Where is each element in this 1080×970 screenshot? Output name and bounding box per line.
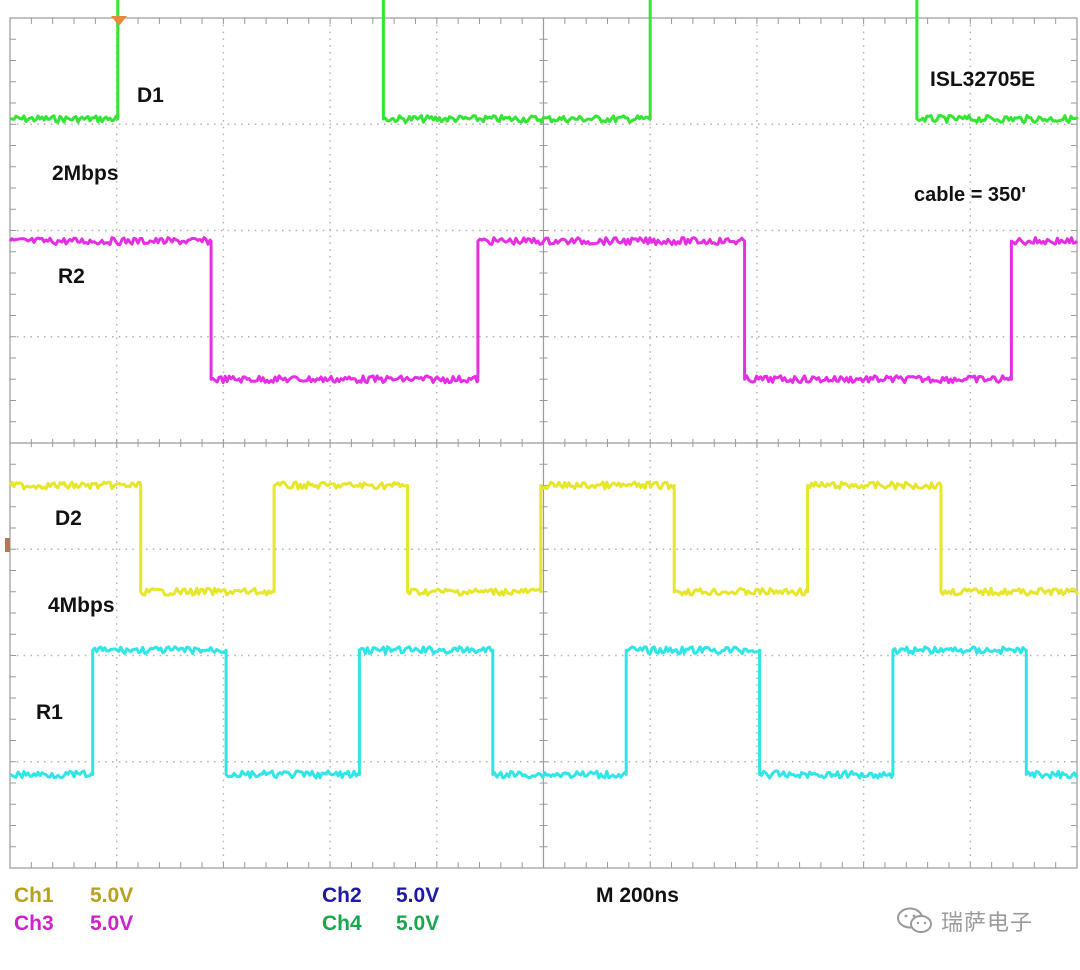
waveform-traces bbox=[8, 0, 1079, 780]
ch3-name: Ch3 bbox=[14, 912, 54, 935]
label-d2: D2 bbox=[55, 507, 82, 530]
ch4-name: Ch4 bbox=[322, 912, 362, 935]
channel-settings-footer: Ch1 5.0V Ch3 5.0V Ch2 5.0V Ch4 5.0V M 20… bbox=[0, 878, 1080, 970]
label-part-number: ISL32705E bbox=[930, 68, 1035, 91]
graticule-grid bbox=[9, 17, 1078, 869]
trace-r2 bbox=[8, 236, 1079, 385]
watermark: 瑞萨电子 bbox=[895, 905, 1033, 937]
label-rate-2mbps: 2Mbps bbox=[52, 162, 119, 185]
label-cable-length: cable = 350' bbox=[914, 184, 1026, 206]
ch4-scale: 5.0V bbox=[396, 912, 440, 935]
label-r2: R2 bbox=[58, 265, 85, 288]
ch1-name: Ch1 bbox=[14, 884, 54, 907]
ch1-scale: 5.0V bbox=[90, 884, 134, 907]
waveform-plot: D1 2Mbps R2 D2 4Mbps R1 ISL32705E cable … bbox=[5, 0, 1079, 869]
oscilloscope-screen: D1 2Mbps R2 D2 4Mbps R1 ISL32705E cable … bbox=[5, 0, 1079, 869]
ch2-name: Ch2 bbox=[322, 884, 362, 907]
ch3-scale: 5.0V bbox=[90, 912, 134, 935]
trace-d1 bbox=[10, 0, 1079, 124]
label-r1: R1 bbox=[36, 701, 63, 724]
trigger-marker-icon bbox=[111, 16, 127, 26]
wechat-icon bbox=[897, 907, 932, 933]
trace-r1 bbox=[9, 645, 1079, 780]
timebase-readout: M 200ns bbox=[596, 884, 679, 907]
ground-marker-icon bbox=[5, 538, 10, 552]
watermark-text: 瑞萨电子 bbox=[941, 911, 1034, 936]
label-rate-4mbps: 4Mbps bbox=[48, 594, 115, 617]
label-d1: D1 bbox=[137, 84, 164, 107]
ch2-scale: 5.0V bbox=[396, 884, 440, 907]
trace-d2 bbox=[8, 480, 1079, 597]
